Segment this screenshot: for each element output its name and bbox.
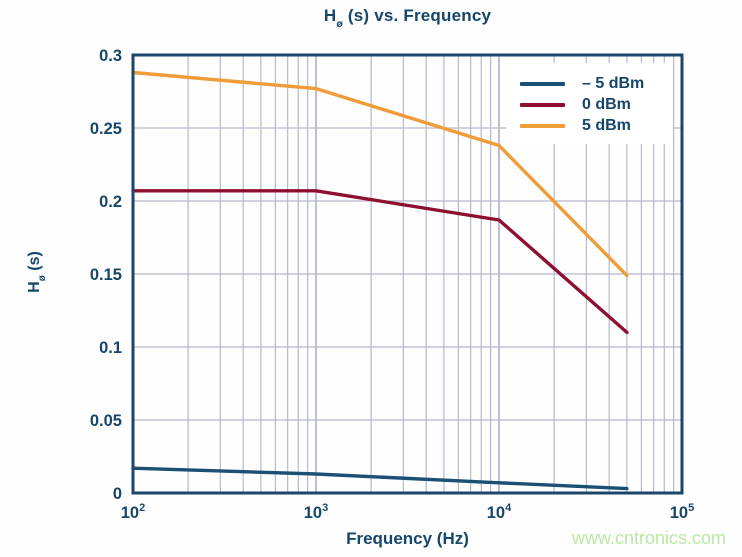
legend-swatch-1 [520,102,565,107]
y-tick-label: 0.3 [99,47,122,65]
series-line-0 [131,466,629,491]
y-axis-label-main: H [25,281,43,293]
legend-item-1: 0 dBm [520,94,673,115]
watermark: www.cntronics.com [571,528,726,548]
x-tick-label: 104 [487,502,512,522]
y-tick-label: 0.05 [90,412,122,430]
y-tick-label: 0.2 [99,193,122,211]
legend-label-2: 5 dBm [582,116,631,134]
legend-label-1: 0 dBm [582,95,631,113]
chart-title-rest: (s) vs. Frequency [342,6,492,25]
chart-title-subscript: ø [336,18,343,31]
plot-border [131,53,684,495]
x-axis-label: Frequency (Hz) [346,529,469,548]
chart-title-main: H [323,6,337,25]
legend: – 5 dBm 0 dBm 5 dBm [506,63,673,144]
legend-swatch-2 [520,123,565,128]
y-tick-label: 0.15 [90,266,122,284]
legend-item-2: 5 dBm [520,115,673,136]
y-tick-label: 0.1 [99,339,122,357]
chart-title: Hø (s) vs. Frequency [133,6,682,31]
y-axis-label: Hø (s) [25,251,49,293]
series-line-2 [131,70,629,278]
series-line-1 [131,189,629,335]
x-tick-label: 105 [670,502,694,522]
y-tick-label: 0.25 [90,120,122,138]
legend-label-0: – 5 dBm [582,74,645,92]
x-tick-label: 103 [304,502,328,522]
legend-swatch-0 [520,81,565,86]
legend-item-0: – 5 dBm [520,73,673,94]
x-tick-label: 102 [121,502,145,522]
y-tick-label: 0 [113,485,122,503]
y-axis-label-rest: (s) [25,251,43,276]
y-axis-label-subscript: ø [37,275,49,282]
